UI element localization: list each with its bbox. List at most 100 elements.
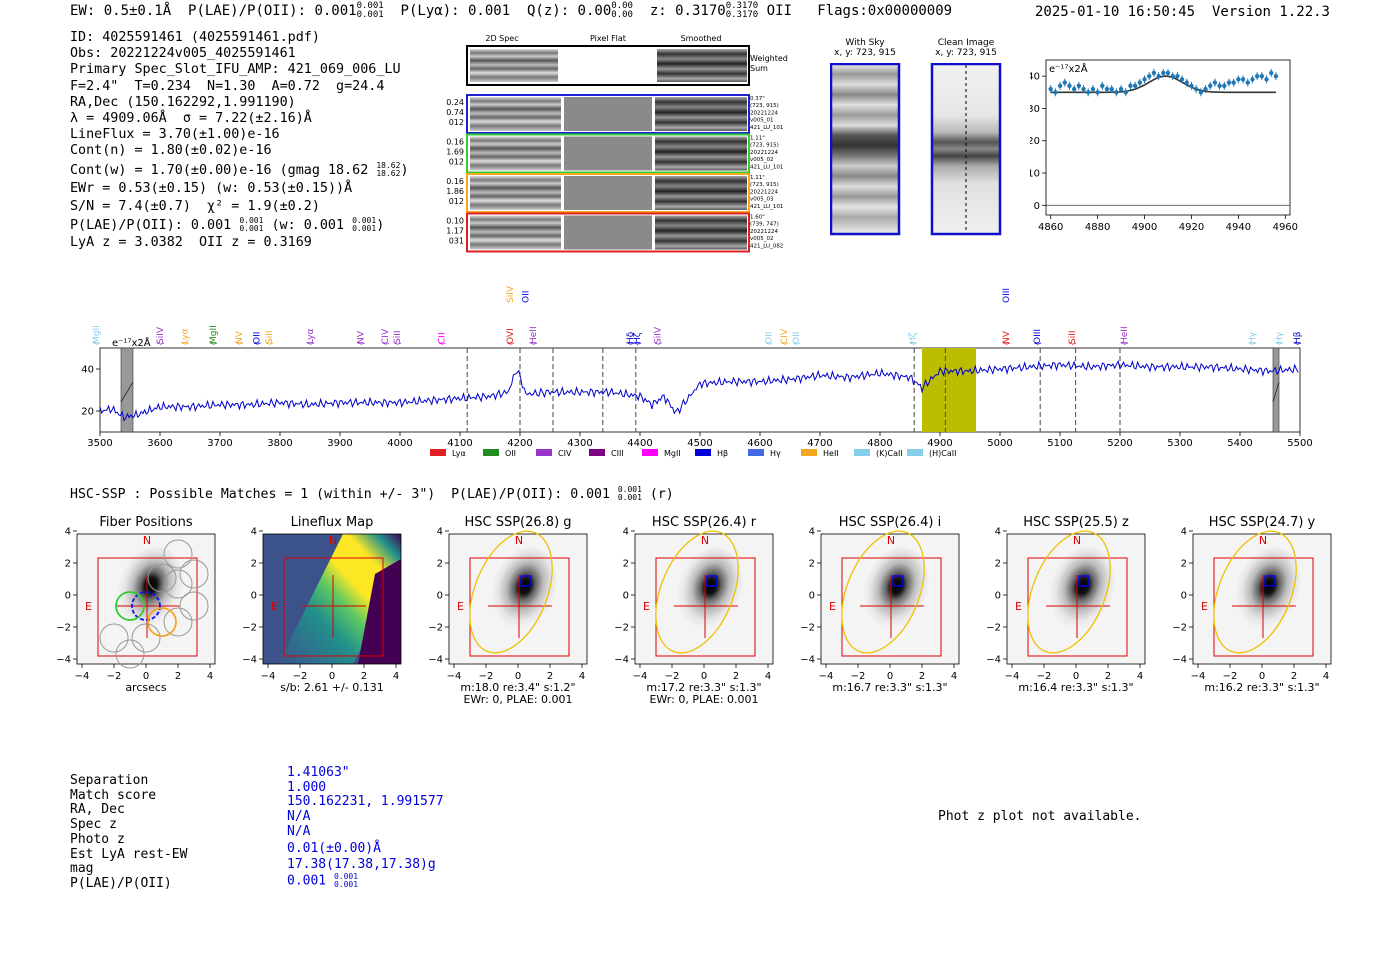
spec2d-row-2dspec (470, 176, 561, 210)
cutout-east-label: E (829, 600, 836, 613)
cutout-ytick-label: 2 (1181, 559, 1187, 570)
cutout-north-label: N (701, 534, 709, 547)
cutout-title: HSC SSP(24.7) y (1209, 515, 1316, 530)
info-ewr: EWr = 0.53(±0.15) (w: 0.53(±0.15))Å (70, 180, 353, 196)
cutout-east-label: E (643, 600, 650, 613)
cutout-xtick-label: 2 (547, 671, 553, 682)
spectrum-line-brace: { (1034, 342, 1042, 346)
header-ew: EW: 0.5±0.1Å (70, 3, 172, 19)
spectrum-xtick-label: 5200 (1107, 438, 1132, 449)
counterpart-box (1078, 575, 1090, 587)
cutout-xtick-label: 0 (515, 671, 521, 682)
cutout-ytick-label: −4 (1172, 655, 1187, 666)
clean-image-label: Clean Image x, y: 723, 915 (926, 38, 1006, 58)
with-sky-stamp (830, 63, 901, 236)
galaxy-image (861, 547, 929, 634)
zoom-point (1217, 83, 1222, 89)
spectrum-legend-label: (H)CaII (929, 449, 956, 458)
cutout-ytick-label: −4 (800, 655, 815, 666)
info-plae-w: (w: 0.001 (271, 218, 345, 234)
zoom-point (1193, 86, 1199, 92)
cutout: Lineflux Map −4 −4 −2 −2 0 0 2 2 4 4 N Es/b: 2.61 +/… (242, 515, 402, 694)
info-line: λ = 4909.06Å σ = 7.22(±2.16)Å (70, 111, 312, 127)
zoom-point (1053, 90, 1058, 95)
cutout: HSC SSP(25.5) z −4 −4 −2 −2 0 0 2 2 4 4 N Em:16.4 re… (986, 515, 1146, 694)
zoom-point (1240, 77, 1246, 82)
spectrum-line-brace: { (254, 342, 262, 346)
zoom-point (1250, 77, 1255, 82)
zoom-xtick-label: 4880 (1085, 222, 1110, 233)
cutout-ytick-label: 2 (437, 559, 443, 570)
zoom-ytick-label: 0 (1034, 201, 1040, 212)
cutout-red-box (283, 557, 384, 657)
spectrum-line-label: OII (764, 332, 774, 344)
match-row: mag 17.38(17.38,17.38)g (70, 858, 444, 877)
cutout: HSC SSP(24.7) y −4 −4 −2 −2 0 0 2 2 4 4 N Em:16.2 re… (1172, 515, 1332, 694)
zoom-point (1118, 86, 1124, 92)
counterpart-box (1264, 575, 1276, 587)
spec2d-row-2dspec (470, 136, 561, 171)
header-qz-sup: 0.00 (611, 1, 633, 11)
spec2d-row-right-label: 20221224 (750, 150, 778, 156)
cutout-caption: m:16.2 re:3.3" s:1.3" (1204, 681, 1319, 694)
cutout-xtick-label: −4 (633, 671, 648, 682)
zoom-ytick-label: 20 (1030, 136, 1040, 147)
spectrum-xtick-label: 5400 (1227, 438, 1252, 449)
spectrum-legend-label: OII (505, 449, 516, 458)
zoom-chart: e⁻¹⁷x2Å 4860 4880 4900 4920 4940 4960 0 10 20 30 4… (1030, 59, 1298, 233)
match-row: Photo z N/A (70, 824, 444, 848)
cutout-ytick-label: 4 (65, 527, 71, 538)
with-sky-label: With Sky x, y: 723, 915 (830, 38, 900, 58)
spec2d-row-left-label: 0.24 (446, 98, 464, 107)
fiber-circle (131, 591, 161, 621)
spec2d-row-2dspec (470, 215, 561, 250)
spectrum-line-brace: { (765, 342, 773, 346)
fiber-circle (147, 607, 177, 637)
spectrum-legend-swatch (801, 449, 817, 456)
match-value: 0.001 0.001 0.001 (287, 872, 358, 889)
cutout-xtick-label: 4 (207, 671, 213, 682)
cutout-xtick-label: 2 (361, 671, 367, 682)
cutout-ytick-label: 4 (1181, 527, 1187, 538)
zoom-point (1151, 70, 1157, 76)
clean-image-xy: x, y: 723, 915 (935, 48, 997, 58)
zoom-point (1100, 83, 1105, 89)
col-label-pixelflat: Pixel Flat (590, 34, 626, 43)
spec2d-row-left-label: 0.16 (446, 138, 464, 147)
cutout-ytick-label: 4 (995, 527, 1001, 538)
spectrum-line-brace: { (793, 342, 801, 346)
zoom-point (1259, 73, 1265, 79)
spectrum-line-band (922, 348, 976, 432)
hsc-text: HSC-SSP : Possible Matches = 1 (within +… (70, 487, 610, 502)
spec2d-row-left-label: 0.16 (446, 177, 464, 186)
hsc-band: (r) (649, 487, 674, 502)
match-value: N/A (287, 823, 311, 839)
zoom-point (1179, 77, 1185, 82)
zoom-point (1273, 73, 1279, 79)
cutout-caption: m:16.7 re:3.3" s:1.3" (832, 681, 947, 694)
spectrum-line-brace: { (1121, 342, 1129, 346)
zoom-xtick-label: 4960 (1273, 222, 1298, 233)
spectrum-line-label: OII (253, 332, 263, 344)
match-key: Spec z (70, 817, 117, 833)
zoom-point (1071, 86, 1077, 92)
spectrum-line-brace: { (236, 342, 244, 346)
spectrum-chart: MgII{SiIV{Lyα{MgII{NV{OII{SiII{Lyα{NV{CI… (81, 285, 1312, 458)
cutout-ytick-label: 4 (251, 527, 257, 538)
match-row: Est LyA rest-EW 0.01(±0.00)Å (70, 841, 444, 863)
spec2d-row-smoothed (655, 97, 747, 131)
header-datetime: 2025-01-10 16:50:45 (1034, 4, 1196, 20)
spectrum-line-label: CIV (780, 328, 790, 344)
zoom-xtick-label: 4900 (1132, 222, 1157, 233)
spectrum-line-brace: { (266, 342, 274, 346)
spectrum-line-label: SiII (1068, 330, 1078, 344)
spectrum-line-label: Hγ (1248, 331, 1258, 344)
cutout-xtick-label: 2 (1291, 671, 1297, 682)
spectrum-line-brace: { (1276, 342, 1284, 346)
stamps-panel (830, 63, 1002, 236)
cutout-ytick-label: −2 (242, 623, 257, 634)
spectrum-line-brace: { (1069, 342, 1077, 346)
cutout-ytick-label: −2 (56, 623, 71, 634)
cutout-ytick-label: 0 (65, 591, 71, 602)
cutout-ytick-label: −4 (986, 655, 1001, 666)
